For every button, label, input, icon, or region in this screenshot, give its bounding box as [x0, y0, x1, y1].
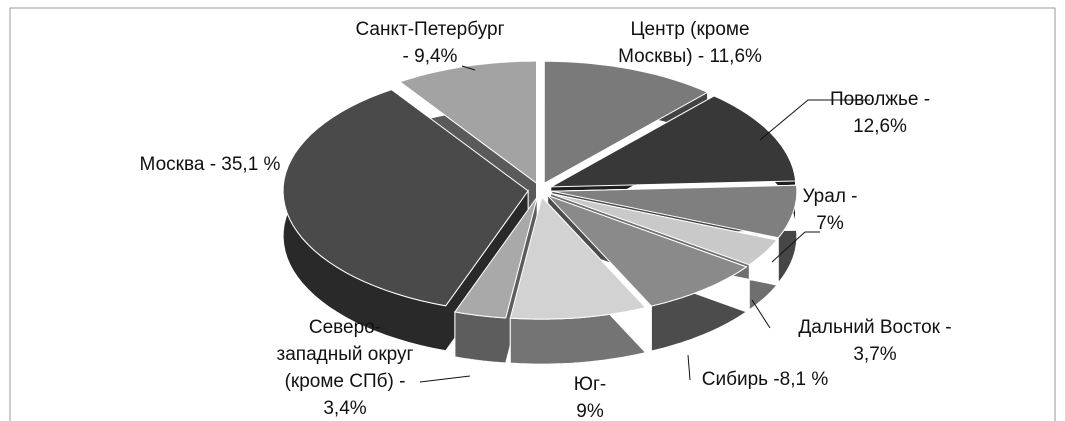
leader-line — [461, 65, 476, 71]
slice-label: Москвы) - 11,6% — [618, 46, 762, 67]
slice — [543, 60, 709, 185]
slice-label: 12,6% — [853, 116, 907, 137]
slice-label: Москва - 35,1 % — [140, 154, 281, 175]
slice-label: Урал - — [802, 186, 857, 207]
slice-label: Северо- — [309, 317, 381, 338]
slice-label: Центр (кроме — [630, 19, 749, 40]
leader-line — [771, 231, 820, 263]
slice — [454, 196, 538, 319]
slice-label: Юг- — [574, 374, 606, 395]
slice — [282, 89, 529, 307]
slice-label: (кроме СПб) - — [285, 371, 406, 392]
slice — [550, 193, 778, 266]
slice-label: 3,7% — [853, 344, 896, 365]
slice-label: Сибирь -8,1 % — [702, 369, 829, 390]
slice-label: Дальний Восток - — [798, 317, 951, 338]
slice-label: 7% — [816, 213, 844, 234]
slice — [550, 95, 797, 188]
slice — [509, 196, 647, 320]
slice-label: 3,4% — [323, 398, 366, 419]
slice — [551, 184, 798, 239]
leader-line — [759, 99, 870, 141]
slice — [398, 60, 538, 185]
slice-label: Санкт-Петербург — [355, 19, 504, 40]
leader-line — [687, 354, 691, 381]
slice-label: западный округ — [277, 344, 414, 365]
leader-line — [751, 299, 771, 329]
slice-label: Поволжье - — [830, 89, 930, 110]
slice — [547, 195, 748, 307]
slice-label: - 9,4% — [403, 46, 458, 67]
leader-line — [419, 375, 471, 383]
slice-label: 9% — [576, 401, 604, 421]
